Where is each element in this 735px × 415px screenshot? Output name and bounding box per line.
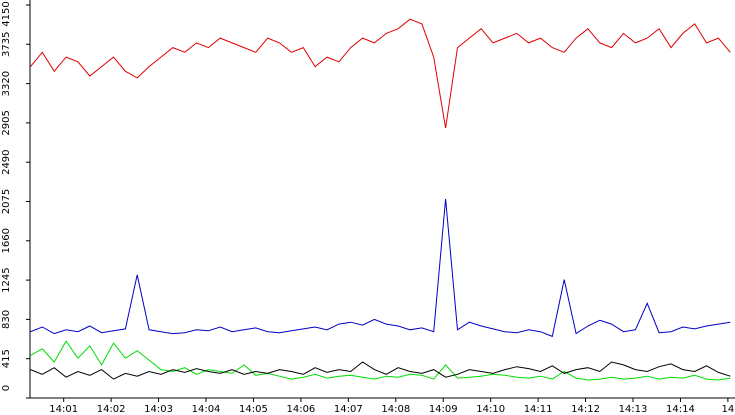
- y-tick-label: 3320: [1, 71, 12, 96]
- x-tick-label: 14:02: [97, 404, 126, 415]
- x-tick-label: 14:11: [524, 404, 553, 415]
- x-tick-label: 14:05: [239, 404, 268, 415]
- series-line: [30, 361, 731, 380]
- x-tick-label: 14:04: [192, 404, 221, 415]
- y-tick-label: 415: [1, 349, 12, 368]
- x-tick-label: 14:12: [571, 404, 600, 415]
- y-tick-label: 1245: [1, 267, 12, 292]
- x-tick-label: 14:08: [381, 404, 410, 415]
- y-tick-label: 3735: [1, 32, 12, 57]
- x-tick-label: 14:06: [286, 404, 315, 415]
- x-tick-label: 14:09: [429, 404, 458, 415]
- x-tick-label: 14:01: [49, 404, 78, 415]
- y-tick-label: 0: [1, 385, 12, 391]
- series-line: [30, 340, 731, 381]
- series-line: [30, 18, 731, 129]
- y-tick-label: 830: [1, 310, 12, 329]
- y-tick-label: 2075: [1, 189, 12, 214]
- x-tick-label: 14:14: [666, 404, 695, 415]
- series-line: [30, 199, 731, 338]
- y-tick-label: 1660: [1, 228, 12, 253]
- x-tick-label: 14:13: [619, 404, 648, 415]
- x-tick-label: 14:07: [334, 404, 363, 415]
- y-tick-label: 4150: [1, 1, 12, 26]
- y-tick-label: 2905: [1, 110, 12, 135]
- x-tick-label: 14:10: [476, 404, 505, 415]
- x-tick-label: 14:03: [144, 404, 173, 415]
- y-tick-label: 2490: [1, 149, 12, 174]
- x-tick-label: 14: [722, 404, 735, 415]
